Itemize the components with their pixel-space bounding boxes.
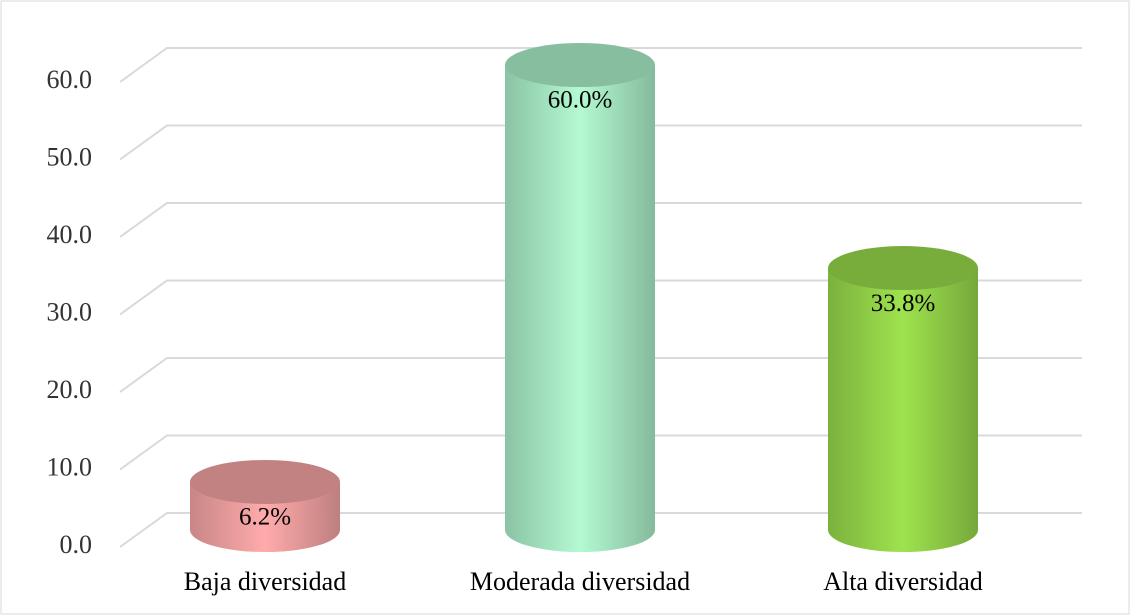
y-tick-label: 50.0 [47,142,93,171]
x-tick-label: Alta diversidad [823,567,983,596]
y-tick-label: 30.0 [47,297,93,326]
grid-line [119,434,1082,471]
bar-top [828,246,978,291]
grid-line [119,357,1082,393]
value-label: 33.8% [871,290,936,317]
bar [505,65,655,552]
value-label: 60.0% [548,87,613,114]
value-label: 6.2% [239,504,291,531]
y-tick-label: 10.0 [47,452,93,481]
y-tick-label: 0.0 [60,530,93,559]
grid-line [119,202,1082,238]
bar-top [505,43,655,87]
bar [828,268,978,552]
bar-top [190,459,340,504]
grid-line [119,124,1082,161]
y-tick-label: 60.0 [47,65,93,94]
x-tick-label: Moderada diversidad [470,567,690,596]
y-tick-label: 20.0 [47,375,93,404]
grid-line [119,47,1082,83]
grid-line [119,512,1082,548]
grid-line [119,279,1082,316]
y-tick-label: 40.0 [47,220,93,249]
x-tick-label: Baja diversidad [184,567,346,596]
